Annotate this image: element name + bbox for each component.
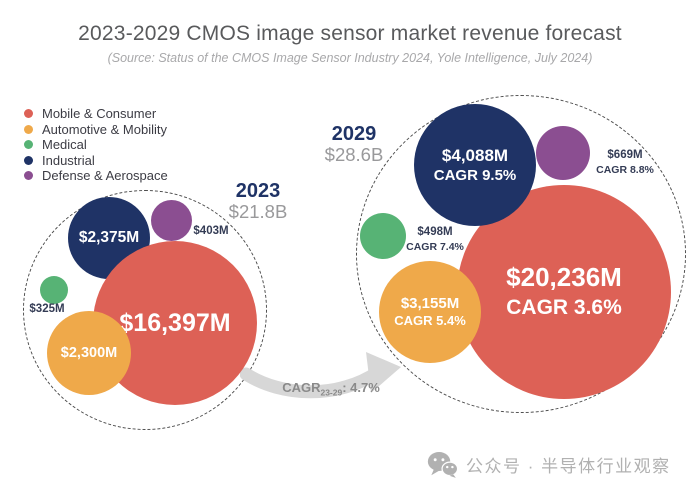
bubble-cagr: CAGR 5.4% [394,313,466,329]
legend-dot-automotive [24,124,33,134]
bubble-cagr: CAGR 8.8% [596,163,654,176]
bubble-value: $3,155M [400,294,460,312]
bubble-value: $669M [607,149,643,161]
bubble-2023-medical [40,276,68,304]
year-2023: 2023 [235,180,281,202]
bubble-value: $4,088M [441,145,509,165]
label-2029-defense: $669M CAGR 8.8% [589,149,661,178]
watermark-text: 公众号 · 半导体行业观察 [466,457,671,476]
legend-item-industrial: Industrial [24,153,168,169]
bubble-value: $16,397M [119,308,231,337]
legend-dot-defense [24,171,33,181]
legend-dot-mobile [24,109,33,119]
legend-label: Mobile & Consumer [42,106,157,122]
legend-item-mobile: Mobile & Consumer [24,106,168,122]
bubble-2023-defense [151,200,192,241]
legend-label: Automotive & Mobility [42,121,167,137]
chart-title: 2023-2029 CMOS image sensor market reven… [78,22,622,45]
bubble-cagr: CAGR 7.4% [406,240,464,253]
watermark: 公众号 · 半导体行业观察 [427,451,671,478]
group-boundary-2023 [23,190,267,430]
cagr-value: : 4.7% [342,380,380,395]
overall-cagr-label: CAGR23-29: 4.7% [266,380,396,398]
legend-item-medical: Medical [24,137,168,153]
bubble-cagr: CAGR 3.6% [506,296,622,320]
bubble-value: $498M [417,226,453,238]
year-2029: 2029 [331,123,377,145]
total-2029: $28.6B [324,144,384,165]
legend-label: Industrial [42,152,95,168]
year-label-2029: 2029 $28.6B [309,124,399,165]
bubble-value: $20,236M [506,262,622,293]
label-2023-medical: $325M [16,303,78,317]
year-label-2023: 2023 $21.8B [213,181,303,222]
legend-dot-industrial [24,155,33,165]
legend-label: Medical [42,137,87,153]
bubble-2029-industrial: $4,088M CAGR 9.5% [414,104,536,226]
growth-arrow-icon [240,352,401,399]
wechat-icon [427,452,458,478]
legend-item-automotive: Automotive & Mobility [24,122,168,138]
total-2023: $21.8B [228,201,288,222]
cagr-subscript: 23-29 [320,387,343,398]
legend-item-defense: Defense & Aerospace [24,168,168,184]
bubble-value: $403M [193,225,229,237]
bubble-2029-defense [536,126,590,180]
legend-dot-medical [24,140,33,150]
bubble-2023-automotive: $2,300M [47,311,131,395]
bubble-value: $2,300M [60,344,118,361]
chart-subtitle: (Source: Status of the CMOS Image Sensor… [107,51,593,65]
bubble-value: $2,375M [78,229,140,247]
legend: Mobile & Consumer Automotive & Mobility … [24,106,168,184]
group-boundary-2029 [356,95,686,413]
bubble-value: $325M [29,303,65,315]
cagr-prefix: CAGR [282,380,321,395]
label-2023-defense: $403M [180,225,242,239]
bubble-2029-medical [360,213,406,259]
label-2029-medical: $498M CAGR 7.4% [399,226,471,255]
legend-label: Defense & Aerospace [42,168,168,184]
bubble-2029-automotive: $3,155M CAGR 5.4% [379,261,481,363]
bubble-cagr: CAGR 9.5% [433,167,517,185]
